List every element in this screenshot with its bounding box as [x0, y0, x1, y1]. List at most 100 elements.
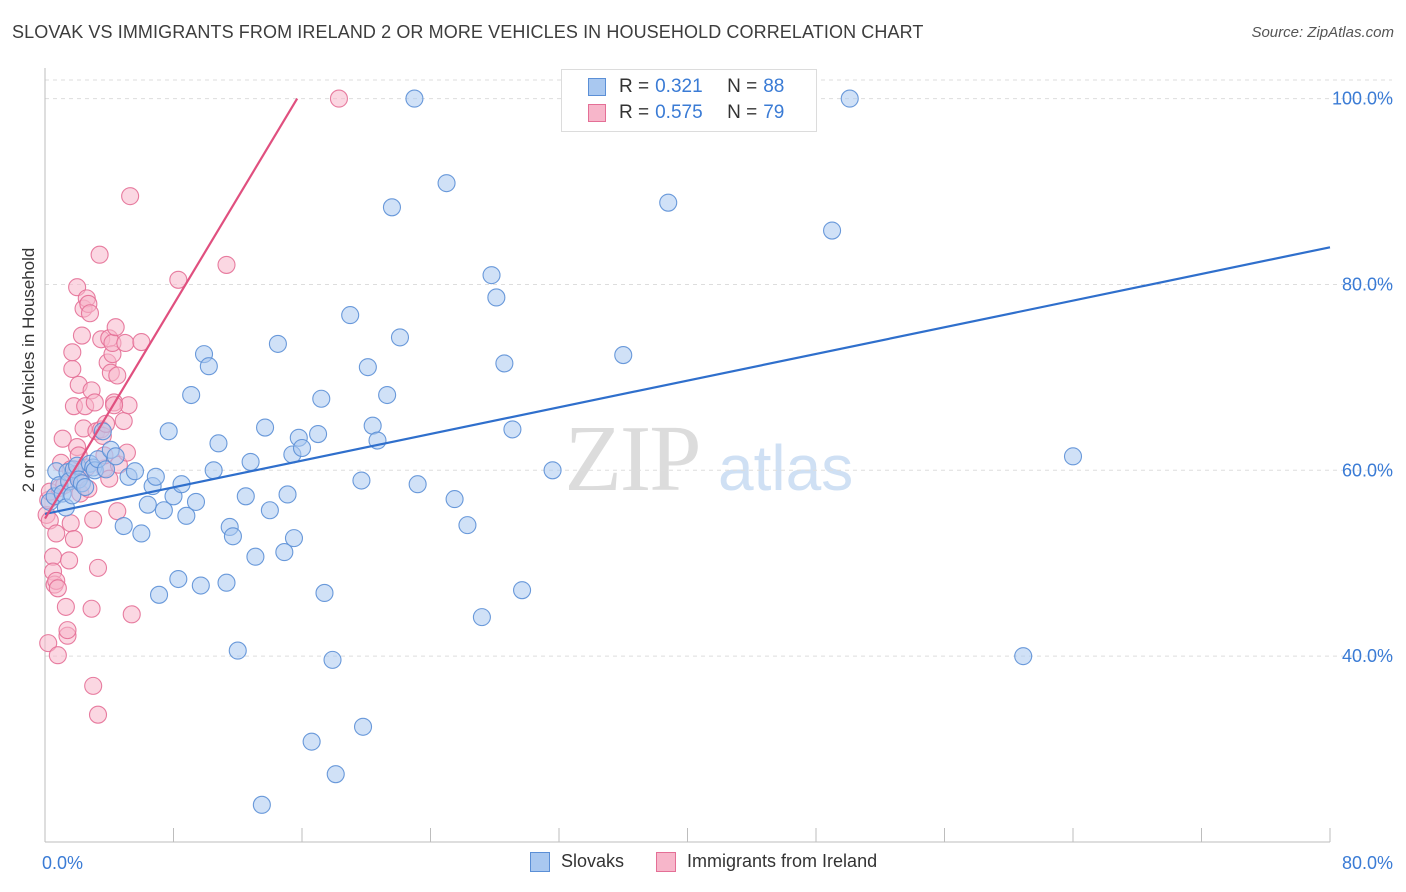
source-label: Source: ZipAtlas.com	[1251, 24, 1394, 41]
ireland-point	[108, 366, 127, 385]
legend-item-ireland[interactable]: Immigrants from Ireland	[656, 851, 877, 872]
slovak-point	[513, 581, 532, 600]
ireland-point	[84, 676, 103, 695]
legend-row-slovaks: R = 0.321 N = 88	[588, 75, 784, 99]
slovak-point	[223, 527, 242, 546]
legend-n-value: 79	[763, 102, 785, 123]
legend-item-slovaks[interactable]: Slovaks	[530, 851, 624, 872]
y-tick-label: 60.0%	[1342, 460, 1393, 480]
ireland-point	[72, 326, 91, 345]
ireland-trend-line	[44, 98, 299, 520]
slovak-point	[159, 422, 178, 441]
slovak-point	[154, 501, 173, 520]
ireland-point	[48, 646, 67, 665]
ireland-point	[329, 89, 348, 108]
ireland-point	[106, 318, 125, 337]
slovak-point	[268, 334, 287, 353]
legend-n-value: 88	[763, 76, 785, 97]
slovak-point	[302, 732, 321, 751]
slovak-point	[840, 89, 859, 108]
ireland-point	[122, 605, 141, 624]
ireland-point	[60, 551, 79, 570]
slovak-point	[353, 717, 373, 736]
tick-labels: 40.0% 60.0% 80.0% 100.0% 0.0% 80.0%	[42, 89, 1393, 873]
slovak-point	[96, 460, 116, 479]
legend-row-ireland: R = 0.575 N = 79	[588, 101, 784, 125]
ireland-point	[48, 579, 67, 598]
legend-r-label: R =	[619, 76, 650, 97]
slovak-point	[382, 198, 402, 217]
slovak-point	[252, 795, 271, 814]
slovak-point	[106, 447, 125, 466]
ireland-point	[39, 634, 58, 653]
legend-n-label: N =	[727, 102, 758, 123]
slovak-point	[614, 346, 633, 365]
slovak-point	[323, 650, 342, 669]
slovak-point	[503, 420, 522, 439]
slovak-point	[182, 385, 201, 405]
slovak-point	[284, 529, 304, 548]
slovak-point	[76, 477, 95, 497]
slovak-point	[278, 485, 297, 504]
watermark-atlas: atlas	[718, 432, 853, 504]
ireland-point	[53, 429, 72, 448]
slovak-point	[191, 576, 210, 595]
slovak-point	[315, 583, 334, 603]
slovak-point	[260, 501, 279, 520]
slovak-point	[146, 467, 165, 486]
ireland-point	[64, 530, 83, 549]
slovak-point	[186, 492, 206, 511]
legend-r-value: 0.575	[655, 102, 703, 123]
slovak-point	[256, 418, 275, 437]
axes	[44, 68, 1331, 843]
trend-lines	[44, 98, 1331, 520]
slovak-point	[246, 547, 265, 566]
legend-label-ireland: Immigrants from Ireland	[687, 851, 878, 871]
slovak-point	[408, 475, 427, 494]
watermark-zip: ZIP	[565, 407, 700, 511]
chart-title: SLOVAK VS IMMIGRANTS FROM IRELAND 2 OR M…	[12, 22, 924, 42]
legend-swatch-slovaks	[530, 851, 550, 872]
slovak-point	[437, 174, 456, 193]
slovak-point	[199, 357, 218, 376]
ireland-point	[88, 705, 108, 724]
correlation-legend: R = 0.321 N = 88 R = 0.575 N = 79	[561, 69, 817, 132]
slovak-point	[228, 641, 247, 660]
slovak-point	[482, 266, 501, 285]
slovak-point	[487, 288, 506, 307]
slovak-point	[312, 389, 331, 408]
slovak-point	[217, 573, 236, 592]
legend-r-label: R =	[619, 102, 650, 123]
ireland-point	[169, 270, 188, 289]
slovak-point	[358, 358, 377, 377]
slovak-point	[209, 434, 228, 453]
slovak-point	[292, 438, 312, 458]
ireland-point	[217, 255, 236, 274]
ireland-point	[114, 411, 133, 431]
grid	[45, 79, 1392, 657]
slovak-point	[405, 89, 424, 108]
ireland-point	[58, 621, 77, 640]
ireland-point	[85, 393, 104, 412]
slovak-point	[1014, 647, 1033, 666]
slovak-point	[341, 306, 360, 325]
legend-r-value: 0.321	[655, 76, 703, 97]
legend-swatch-slovaks	[588, 78, 606, 96]
slovak-point	[458, 516, 477, 535]
slovak-point	[378, 385, 397, 405]
slovak-point	[114, 516, 133, 536]
slovak-point	[177, 506, 196, 525]
slovak-point	[204, 461, 223, 480]
slovak-point	[543, 461, 562, 480]
ireland-point	[90, 245, 109, 264]
slovak-point	[149, 585, 169, 604]
slovak-points	[40, 89, 1083, 814]
x-tick-label: 0.0%	[42, 853, 83, 873]
slovak-point	[823, 221, 842, 240]
slovak-point	[241, 452, 260, 471]
slovak-point	[445, 490, 464, 509]
ireland-point	[63, 359, 82, 379]
slovak-point	[63, 486, 82, 505]
legend-label-slovaks: Slovaks	[561, 851, 625, 871]
ireland-point	[116, 333, 135, 353]
